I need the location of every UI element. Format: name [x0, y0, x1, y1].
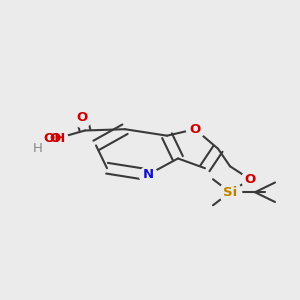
- Text: OH: OH: [44, 133, 66, 146]
- Text: O: O: [244, 173, 256, 186]
- Text: O: O: [76, 111, 88, 124]
- Text: O: O: [189, 123, 201, 136]
- Text: N: N: [142, 168, 154, 181]
- Text: Si: Si: [223, 186, 237, 199]
- Text: O: O: [50, 133, 61, 146]
- Text: H: H: [33, 142, 43, 155]
